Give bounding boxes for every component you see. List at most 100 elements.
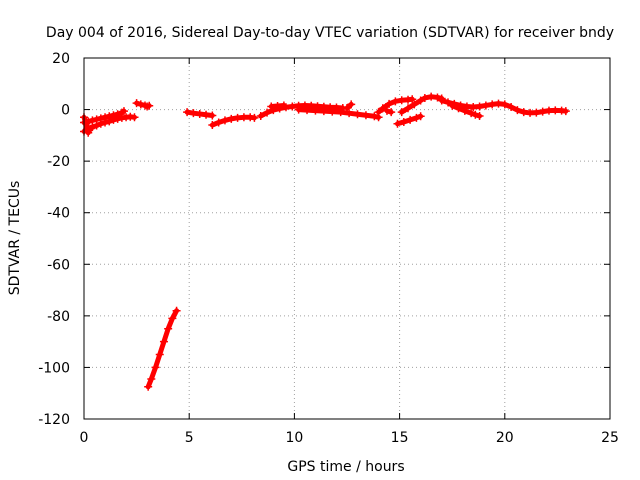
data-point: [481, 101, 490, 110]
data-point: [202, 110, 211, 119]
data-point: [208, 111, 217, 120]
data-point: [519, 108, 528, 117]
data-point: [345, 109, 354, 118]
data-point: [144, 382, 153, 391]
data-point: [214, 118, 223, 127]
chart-title: Day 004 of 2016, Sidereal Day-to-day VTE…: [46, 25, 614, 41]
x-tick-label: 20: [496, 430, 514, 446]
data-point: [507, 102, 516, 111]
y-tick-label: -120: [38, 412, 70, 428]
data-point: [387, 108, 396, 117]
data-point: [220, 116, 229, 125]
data-point: [279, 101, 288, 110]
data-point: [513, 106, 522, 115]
data-point: [361, 111, 370, 120]
data-point: [475, 112, 484, 121]
data-point: [475, 102, 484, 111]
data-point: [416, 96, 425, 105]
data-point: [208, 121, 217, 130]
data-point: [109, 111, 118, 120]
data-point: [420, 93, 429, 102]
grid: [84, 58, 610, 419]
data-point: [500, 100, 509, 109]
data-point: [145, 101, 154, 110]
data-point: [494, 99, 503, 108]
data-point: [406, 115, 415, 124]
data-point: [343, 104, 351, 113]
data-point: [538, 107, 547, 116]
data-point: [448, 101, 457, 110]
y-tick-label: 0: [61, 103, 70, 119]
data-point: [155, 350, 164, 359]
y-tick-label: -20: [47, 154, 70, 170]
data-point: [303, 106, 312, 115]
data-point: [416, 112, 425, 121]
data-point: [391, 97, 400, 106]
data-point: [263, 108, 272, 117]
data-point: [227, 114, 236, 123]
y-tick-label: -100: [38, 360, 70, 376]
data-point: [404, 104, 413, 113]
data-point: [136, 100, 145, 109]
data-points: [80, 92, 570, 391]
data-point: [147, 375, 156, 384]
y-tick-label: 20: [52, 51, 70, 67]
data-point: [168, 314, 177, 323]
data-point: [460, 106, 469, 115]
data-point: [172, 306, 181, 315]
data-point: [164, 324, 173, 333]
data-point: [88, 116, 97, 125]
data-point: [151, 363, 160, 372]
data-point: [82, 119, 91, 128]
data-point: [288, 102, 297, 111]
x-tick-label: 0: [80, 430, 89, 446]
data-point: [113, 110, 122, 119]
data-point: [488, 100, 497, 109]
data-point: [408, 95, 417, 104]
plot-frame: [83, 57, 611, 420]
data-point: [250, 113, 259, 122]
data-point: [183, 108, 192, 117]
data-point: [189, 109, 198, 118]
data-point: [393, 119, 402, 128]
data-point: [397, 108, 406, 117]
x-tick-label: 25: [601, 430, 619, 446]
data-point: [328, 107, 337, 116]
data-point: [311, 106, 320, 115]
data-point: [454, 104, 463, 113]
data-point: [96, 114, 105, 123]
x-axis: 0 5 10 15 20 25: [80, 58, 619, 446]
y-axis-label: SDTVAR / TECUs: [7, 181, 23, 296]
data-point: [370, 112, 379, 121]
data-point: [105, 112, 114, 121]
data-point: [374, 108, 383, 117]
data-point: [347, 100, 356, 109]
y-axis: -120 -100 -80 -60 -40 -20 0 20: [38, 51, 610, 428]
data-point: [256, 112, 265, 121]
data-point: [412, 113, 421, 122]
data-point: [399, 117, 408, 126]
data-point: [119, 107, 128, 116]
data-point: [471, 110, 480, 119]
y-tick-label: -40: [47, 206, 70, 222]
data-point: [410, 100, 419, 109]
data-point: [294, 105, 303, 114]
data-point: [132, 99, 141, 108]
data-point: [195, 109, 204, 118]
data-point: [443, 98, 452, 107]
data-point: [433, 93, 442, 102]
y-tick-label: -80: [47, 309, 70, 325]
x-tick-label: 10: [285, 430, 303, 446]
data-point: [467, 109, 476, 118]
x-tick-label: 15: [391, 430, 409, 446]
data-point: [130, 113, 139, 122]
data-point: [378, 104, 387, 113]
data-point: [92, 115, 101, 124]
data-point: [86, 124, 95, 133]
data-point: [427, 92, 436, 101]
data-point: [385, 99, 394, 108]
data-point: [437, 96, 446, 105]
data-point: [353, 110, 362, 119]
y-tick-label: -60: [47, 257, 70, 273]
